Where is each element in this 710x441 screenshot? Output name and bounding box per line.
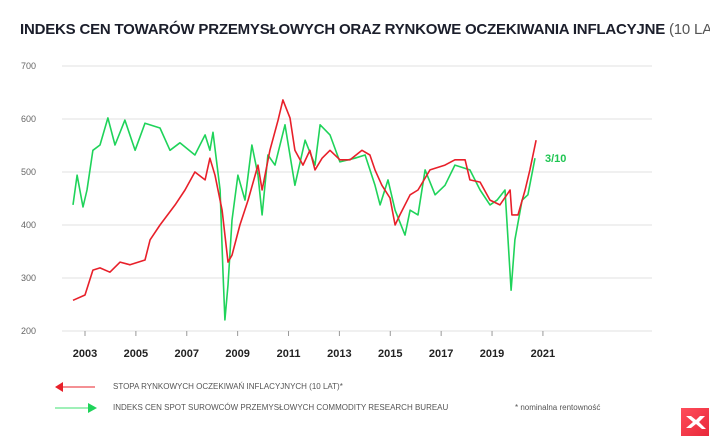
y-tick-label: 200 <box>21 326 36 336</box>
chart-title: INDEKS CEN TOWARÓW PRZEMYSŁOWYCH ORAZ RY… <box>20 21 710 38</box>
y-tick-label: 400 <box>21 220 36 230</box>
x-tick-label: 2017 <box>429 348 453 360</box>
y-tick-label: 500 <box>21 167 36 177</box>
y-tick-label: 700 <box>21 61 36 71</box>
x-tick-label: 2007 <box>175 348 199 360</box>
x-tick-label: 2015 <box>378 348 402 360</box>
x-tick-label: 2005 <box>124 348 148 360</box>
arrow-right-icon <box>55 403 97 413</box>
arrow-left-icon <box>55 382 95 392</box>
x-tick-label: 2009 <box>225 348 249 360</box>
y-tick-label: 300 <box>21 273 36 283</box>
x-logo-icon <box>686 416 706 429</box>
footnote: * nominalna rentowność <box>515 403 601 412</box>
series-line-inflation-expectations <box>72 99 537 302</box>
x-tick-label: 2019 <box>480 348 504 360</box>
x-tick-label: 2003 <box>73 348 97 360</box>
x-tick-label: 2011 <box>277 348 301 360</box>
title-sub: (10 LAT) <box>669 21 710 38</box>
series-line-commodity-index <box>72 117 536 321</box>
x-tick-label: 2013 <box>327 348 351 360</box>
annotation-label: 3/10 <box>545 153 566 165</box>
title-main: INDEKS CEN TOWARÓW PRZEMYSŁOWYCH ORAZ RY… <box>20 21 666 38</box>
legend-label-red: STOPA RYNKOWYCH OCZEKIWAŃ INFLACYJNYCH (… <box>113 382 343 391</box>
x-tick-label: 2021 <box>531 348 555 360</box>
brand-logo <box>681 408 709 436</box>
y-tick-label: 600 <box>21 114 36 124</box>
legend-label-green: INDEKS CEN SPOT SUROWCÓW PRZEMYSŁOWYCH C… <box>113 403 449 412</box>
